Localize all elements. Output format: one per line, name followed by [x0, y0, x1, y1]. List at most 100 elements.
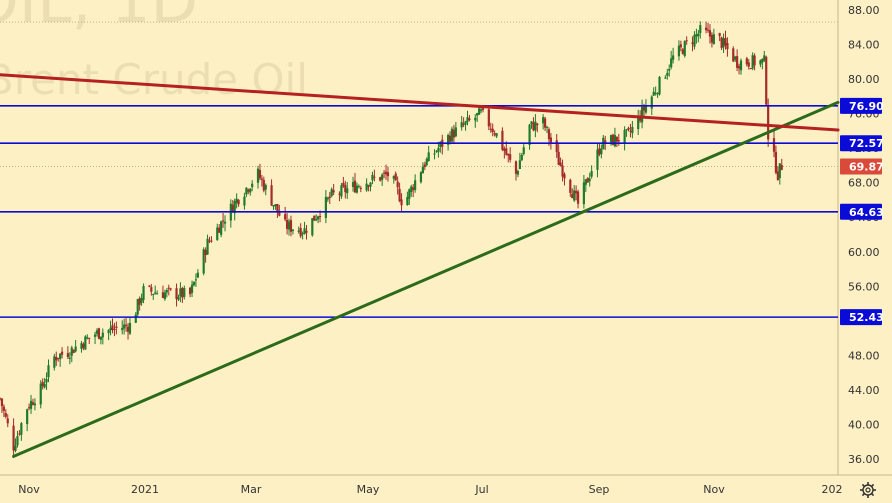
candle[interactable] [74, 340, 77, 353]
candle[interactable] [221, 212, 225, 228]
candle[interactable] [780, 158, 783, 171]
candle[interactable] [410, 184, 413, 197]
candle[interactable] [522, 143, 525, 156]
candle[interactable] [206, 234, 209, 255]
candle[interactable] [93, 331, 97, 345]
candle[interactable] [382, 169, 386, 179]
candle[interactable] [26, 408, 29, 432]
candle[interactable] [423, 161, 426, 171]
candle[interactable] [285, 212, 289, 235]
candle[interactable] [699, 21, 702, 39]
candle[interactable] [152, 293, 155, 300]
candle[interactable] [462, 117, 465, 128]
candle[interactable] [406, 191, 409, 206]
candle[interactable] [210, 236, 213, 243]
candle[interactable] [697, 30, 700, 43]
candle[interactable] [664, 75, 667, 79]
candle[interactable] [18, 430, 21, 436]
candle[interactable] [489, 122, 492, 133]
candle[interactable] [138, 296, 141, 311]
candle[interactable] [231, 199, 234, 213]
candle[interactable] [569, 178, 572, 197]
candle[interactable] [272, 205, 275, 211]
candle[interactable] [596, 142, 599, 178]
candle[interactable] [338, 191, 341, 202]
candle[interactable] [121, 320, 124, 335]
candle[interactable] [33, 398, 37, 411]
candle[interactable] [454, 122, 457, 138]
candle[interactable] [637, 109, 640, 136]
candle[interactable] [86, 334, 89, 340]
candle[interactable] [223, 215, 227, 232]
candle[interactable] [365, 178, 368, 192]
candle[interactable] [654, 86, 657, 96]
candle[interactable] [749, 67, 752, 70]
candle[interactable] [68, 352, 71, 365]
candle[interactable] [747, 59, 750, 70]
candle[interactable] [20, 422, 23, 441]
candle[interactable] [530, 121, 533, 129]
candle[interactable] [332, 184, 335, 196]
candle[interactable] [433, 149, 436, 160]
candle[interactable] [289, 215, 293, 237]
candle[interactable] [761, 58, 764, 70]
candle[interactable] [474, 114, 477, 128]
candle[interactable] [734, 55, 737, 62]
candle[interactable] [351, 176, 355, 192]
candle[interactable] [41, 378, 44, 390]
candle[interactable] [163, 289, 166, 301]
candle[interactable] [400, 193, 403, 212]
candle[interactable] [590, 165, 593, 179]
candle[interactable] [249, 188, 252, 196]
candle[interactable] [326, 196, 329, 202]
candle[interactable] [156, 290, 159, 295]
candle[interactable] [575, 185, 578, 201]
candle[interactable] [95, 328, 99, 337]
candle[interactable] [313, 215, 316, 221]
candle[interactable] [724, 30, 727, 50]
candle[interactable] [124, 317, 128, 332]
candle[interactable] [561, 159, 564, 182]
candle[interactable] [301, 231, 304, 240]
candle[interactable] [165, 288, 168, 298]
candle[interactable] [598, 142, 601, 157]
candle[interactable] [126, 323, 130, 340]
candle[interactable] [478, 107, 481, 115]
candle[interactable] [260, 175, 263, 187]
candle[interactable] [324, 189, 327, 224]
candle[interactable] [0, 397, 2, 401]
candle[interactable] [425, 157, 428, 167]
candle[interactable] [491, 123, 494, 137]
trendlines[interactable] [0, 73, 840, 458]
candle[interactable] [448, 131, 452, 145]
candle[interactable] [720, 36, 723, 51]
candle[interactable] [346, 182, 349, 200]
candle[interactable] [640, 99, 644, 129]
candle[interactable] [379, 176, 382, 182]
candle[interactable] [584, 179, 587, 193]
candle[interactable] [386, 166, 390, 182]
candle[interactable] [666, 68, 669, 80]
candle[interactable] [235, 193, 238, 209]
candle[interactable] [142, 283, 145, 304]
candle[interactable] [123, 318, 126, 335]
resistance-trendline[interactable] [0, 73, 840, 132]
candle[interactable] [88, 337, 91, 344]
candle[interactable] [82, 342, 85, 351]
candle[interactable] [353, 172, 357, 194]
candle[interactable] [677, 40, 681, 61]
support-trendline[interactable] [12, 100, 840, 458]
candle[interactable] [53, 353, 56, 371]
candle[interactable] [181, 286, 184, 303]
candle[interactable] [437, 141, 440, 158]
candle[interactable] [528, 123, 531, 150]
candle[interactable] [695, 28, 698, 44]
candle[interactable] [262, 176, 265, 193]
candle[interactable] [196, 269, 199, 279]
candle[interactable] [751, 52, 754, 71]
candle[interactable] [586, 177, 589, 183]
candle[interactable] [536, 122, 539, 133]
candle[interactable] [708, 24, 712, 44]
candle[interactable] [542, 114, 545, 130]
candle[interactable] [509, 147, 512, 163]
